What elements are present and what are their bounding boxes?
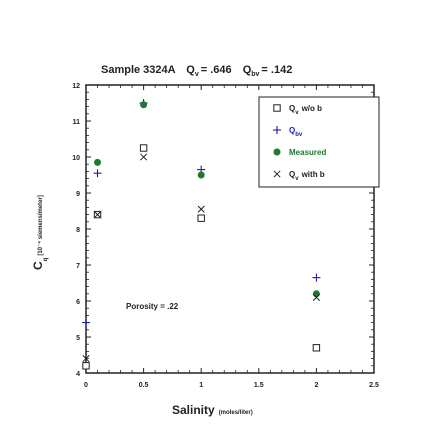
data-point-circle bbox=[140, 101, 148, 109]
chart-title-sample: Sample 3324A bbox=[101, 64, 176, 76]
y-axis-label: Cq[10⁻⁴ siemens/meter] bbox=[31, 195, 49, 270]
y-tick-label: 12 bbox=[72, 83, 80, 90]
chart-title: Sample 3324A Qv = .646 Qbv = .142 bbox=[101, 64, 292, 78]
data-point-plus bbox=[312, 273, 321, 282]
chart-title-qbv: Q bbox=[243, 64, 252, 76]
data-point-circle bbox=[312, 290, 320, 298]
chart-title-qv-sub: v bbox=[195, 71, 199, 78]
data-point-circle bbox=[197, 171, 205, 179]
legend: Qv w/o b Qbv Measured Qv with b bbox=[258, 96, 380, 188]
data-point-plus bbox=[82, 318, 90, 327]
data-point-square bbox=[82, 362, 90, 370]
data-point-circle bbox=[94, 158, 102, 166]
x-tick-label: 2 bbox=[314, 382, 318, 389]
data-point-plus bbox=[93, 169, 102, 178]
porosity-annotation: Porosity = .22 bbox=[126, 302, 179, 311]
legend-marker-circle bbox=[273, 148, 281, 156]
chart-title-qv: Q bbox=[186, 64, 195, 76]
data-point-x bbox=[312, 293, 320, 301]
data-point-x bbox=[140, 153, 148, 161]
data-point-x bbox=[82, 355, 90, 363]
legend-label: Qv w/o b bbox=[289, 104, 322, 116]
chart-title-qbv-sub: bv bbox=[251, 71, 259, 78]
data-point-square bbox=[312, 344, 321, 352]
data-point-x bbox=[93, 211, 102, 219]
legend-marker-plus bbox=[273, 126, 281, 134]
y-axis-label-sub: q bbox=[43, 257, 49, 261]
data-point-square bbox=[139, 144, 148, 152]
legend-marker-x bbox=[273, 170, 281, 178]
y-tick-label: 7 bbox=[76, 263, 80, 270]
x-tick-label: 0 bbox=[84, 382, 88, 389]
y-tick-label: 4 bbox=[76, 371, 80, 378]
x-tick-label: 2.5 bbox=[369, 382, 379, 389]
y-tick-label: 6 bbox=[76, 299, 80, 306]
legend-label: Measured bbox=[289, 148, 326, 157]
chart-title-qbv-value: = .142 bbox=[261, 64, 292, 76]
x-axis: 0 0.5 1 1.5 2 2.5 bbox=[84, 85, 379, 389]
legend-marker-square bbox=[273, 104, 281, 112]
y-axis-label-unit: [10⁻⁴ siemens/meter] bbox=[38, 195, 44, 256]
y-tick-label: 10 bbox=[72, 155, 80, 162]
chart-title-qv-value: = .646 bbox=[201, 64, 232, 76]
y-axis: 4 5 6 7 8 9 10 11 12 bbox=[72, 83, 374, 378]
legend-label: Qbv bbox=[289, 126, 303, 138]
data-marks bbox=[82, 99, 321, 370]
y-tick-label: 5 bbox=[76, 335, 80, 342]
x-axis-label-unit: (moles/liter) bbox=[219, 410, 253, 416]
y-tick-label: 11 bbox=[73, 119, 81, 126]
data-point-square bbox=[197, 214, 205, 222]
y-axis-label-text: C bbox=[31, 261, 45, 270]
x-axis-label: Salinity (moles/liter) bbox=[172, 403, 253, 417]
x-tick-label: 1.5 bbox=[254, 382, 264, 389]
y-tick-label: 8 bbox=[76, 227, 80, 234]
x-tick-label: 1 bbox=[199, 382, 203, 389]
x-axis-label-text: Salinity bbox=[172, 403, 215, 417]
x-tick-label: 0.5 bbox=[139, 382, 149, 389]
data-point-x bbox=[197, 205, 205, 213]
legend-label: Qv with b bbox=[289, 170, 325, 182]
y-tick-label: 9 bbox=[76, 191, 80, 198]
